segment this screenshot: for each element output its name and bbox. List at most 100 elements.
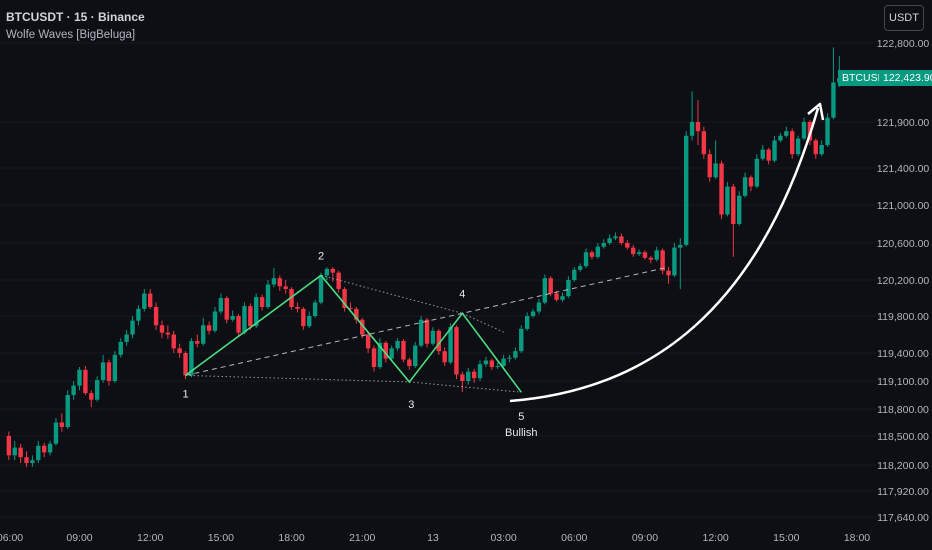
candle [153,307,159,326]
time-tick-label: 09:00 [632,532,658,544]
candle [283,286,288,289]
candle [748,177,754,187]
candle [24,457,29,464]
wolfe-wave: 1 2 3 4 5 Bullish [182,250,669,439]
candle [171,334,176,349]
candle [277,278,282,287]
candle [736,195,742,224]
candle [477,364,483,379]
candle [136,308,141,321]
candle [660,250,665,271]
candle [754,158,760,187]
candle [59,422,65,427]
candle [536,302,542,312]
last-price-tag: 122,423.90 [879,70,932,86]
candle [18,447,23,458]
candle [177,348,182,353]
candle [607,238,612,243]
candle [301,308,306,327]
candle [395,340,400,349]
candle [689,122,695,136]
candle [336,272,341,289]
candle [248,306,253,327]
currency-button[interactable]: USDT [884,5,924,31]
candle [572,269,577,280]
candle [159,325,165,333]
candle [713,163,718,178]
price-axis[interactable]: 122,800.00 121,900.00 121,400.00 121,000.00… [876,0,932,550]
candle [819,145,824,155]
price-tick-label: 122,800.00 [877,38,930,50]
candle [47,443,53,453]
candle [354,308,359,320]
candle [413,345,418,367]
candle [483,360,489,365]
time-tick-label: 12:00 [137,532,163,544]
candle [365,334,371,349]
candle [513,351,518,358]
candle [212,311,218,331]
candle [742,177,748,196]
time-axis[interactable]: 06:00 09:00 12:00 15:00 18:00 21:00 13 03:00 06:… [0,524,876,550]
candle [583,252,589,267]
candle [189,340,194,376]
time-tick-label: 18:00 [844,532,870,544]
candle [30,460,35,464]
candle [501,358,506,367]
candle [719,163,724,215]
candle [130,320,135,335]
wave-point-label-1: 1 [182,388,188,400]
candle [12,447,17,456]
candle [707,154,712,178]
candle [118,341,123,355]
time-tick-label: 09:00 [66,532,92,544]
candle [342,289,347,308]
candle [218,298,224,312]
candle [295,307,300,309]
candle [254,297,259,327]
time-tick-label: 15:00 [773,532,799,544]
time-tick-label: 18:00 [278,532,304,544]
candle [471,371,477,379]
guide-line-3-5 [409,381,522,393]
candle [100,362,106,381]
candle [389,348,394,359]
price-tick-label: 119,100.00 [877,376,929,388]
candle [460,374,465,381]
guide-line-2-4 [320,274,463,314]
candle [648,257,654,260]
candle [595,246,601,257]
candle [448,327,453,363]
candle [636,252,642,255]
candle [377,342,383,367]
candle [430,330,436,344]
symbol-title: BTCUSDT · 15 · Binance [6,10,145,24]
candle [318,275,324,303]
candle [89,393,94,400]
candle [259,297,265,307]
price-tick-label: 118,200.00 [877,460,929,472]
candle [466,371,471,381]
time-tick-label: 13 [427,532,439,544]
time-tick-label: 15:00 [208,532,234,544]
candle [106,362,112,381]
candle [560,296,565,300]
candle [401,340,406,360]
candle [778,135,783,141]
candle [183,353,188,376]
price-tick-label: 119,800.00 [877,311,929,323]
price-tick-label: 118,500.00 [877,431,929,443]
candle [165,332,171,335]
candle [613,236,618,239]
candle [271,278,277,285]
candle [530,311,536,316]
candle [6,436,12,456]
wave-zigzag [185,274,522,393]
price-tick-label: 117,640.00 [877,512,929,524]
candle [795,138,801,155]
grid [0,42,876,518]
candle [442,351,447,363]
time-axis-bg [0,524,876,550]
candle [772,140,777,161]
